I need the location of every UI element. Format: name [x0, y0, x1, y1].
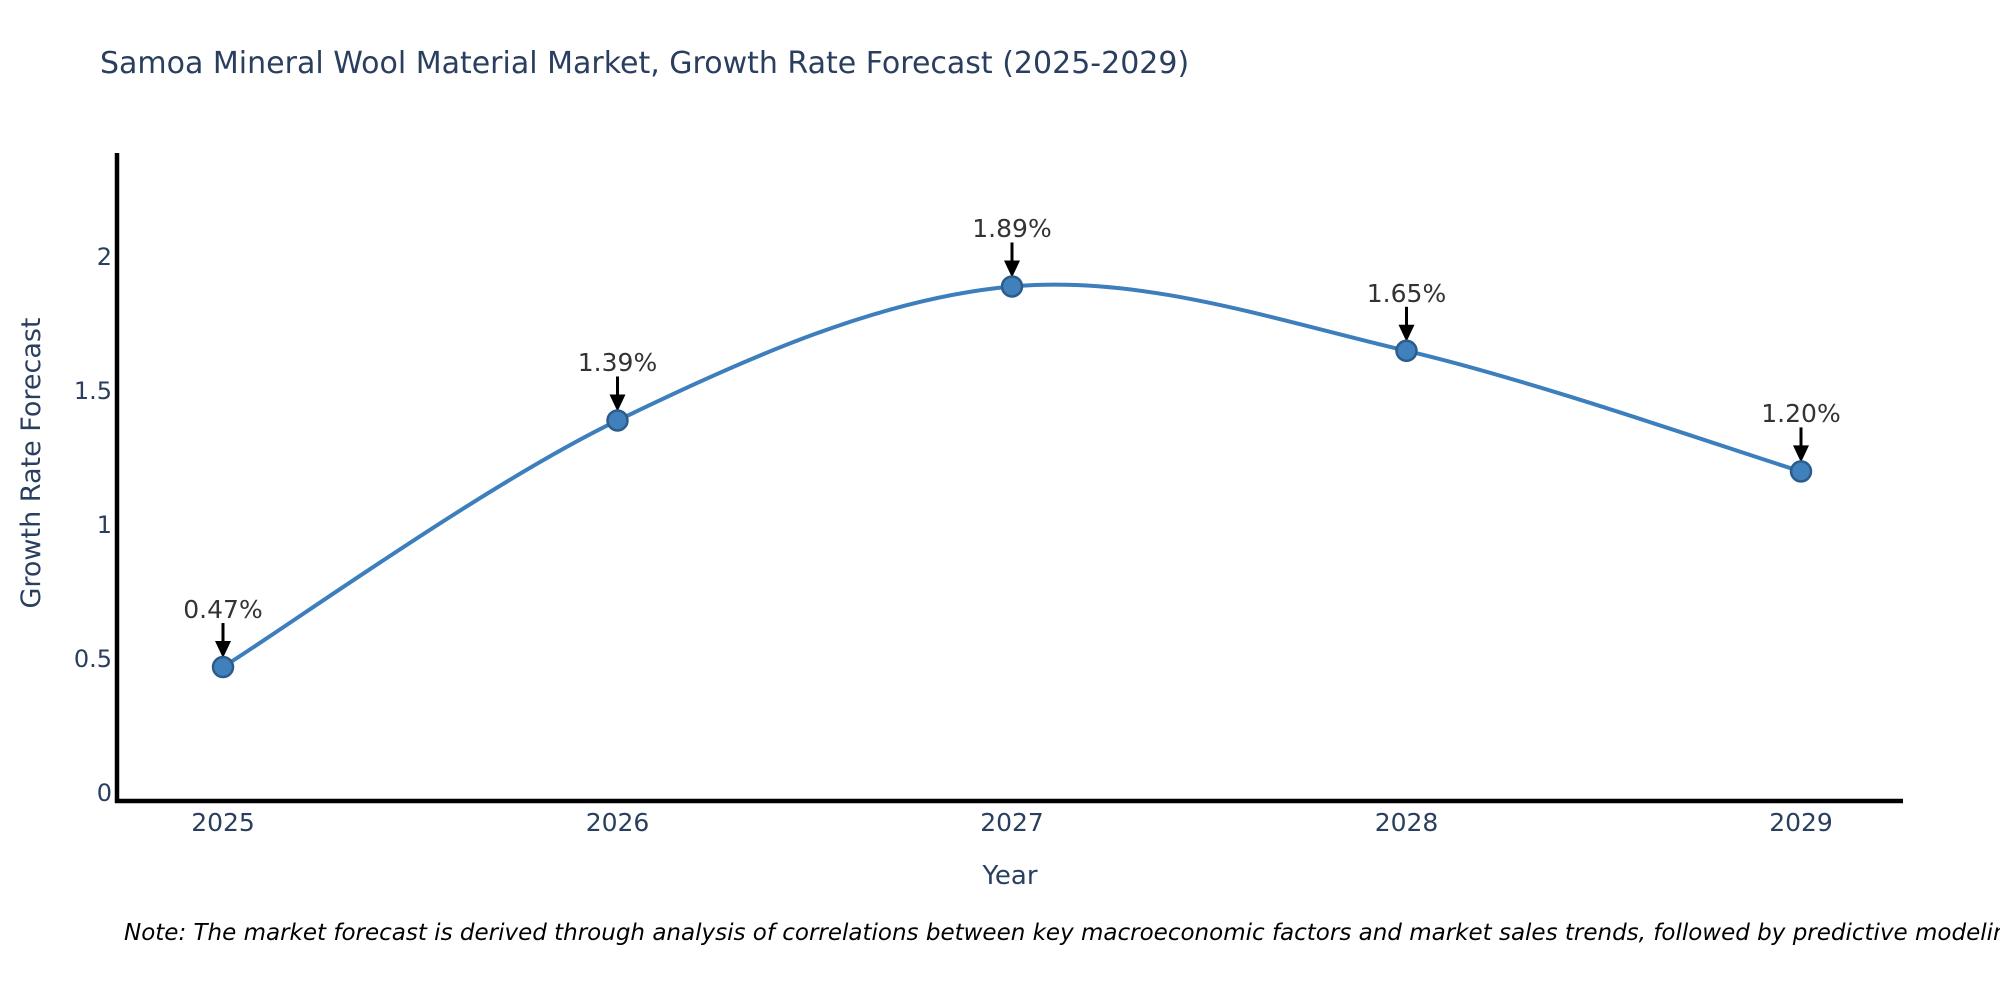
data-point-marker[interactable]	[606, 409, 629, 432]
y-tick-label: 0.5	[73, 645, 112, 673]
x-tick-label: 2027	[980, 808, 1044, 837]
x-tick-label: 2025	[191, 808, 255, 837]
y-tick-label: 0	[96, 779, 112, 807]
annotation-arrowhead-icon	[1793, 445, 1809, 463]
annotation-arrowhead-icon	[215, 641, 231, 659]
annotation-arrowhead-icon	[609, 394, 626, 412]
point-annotation: 1.65%	[1366, 278, 1447, 308]
chart-title: Samoa Mineral Wool Material Market, Grow…	[100, 46, 1190, 81]
x-tick-label: 2026	[585, 808, 650, 837]
annotation-arrowhead-icon	[1398, 324, 1415, 342]
point-annotation: 1.89%	[972, 214, 1052, 244]
point-annotation: 1.20%	[1761, 399, 1841, 429]
point-annotation: 0.47%	[183, 595, 263, 625]
y-tick-label: 1.5	[73, 377, 112, 405]
series-line	[221, 282, 1803, 670]
data-point-marker[interactable]	[1395, 339, 1418, 363]
x-tick-label: 2028	[1374, 808, 1439, 837]
x-tick-label: 2029	[1769, 808, 1833, 837]
x-axis-title: Year	[982, 861, 1038, 891]
annotation-arrowhead-icon	[1004, 260, 1020, 278]
data-point-marker[interactable]	[211, 655, 235, 679]
y-tick-label: 1	[96, 511, 112, 539]
point-annotation: 1.39%	[577, 348, 658, 378]
y-tick-label: 2	[96, 243, 112, 271]
footnote: Note: The market forecast is derived thr…	[124, 920, 2000, 946]
data-point-marker[interactable]	[1789, 460, 1813, 483]
data-point-marker[interactable]	[1000, 275, 1024, 298]
